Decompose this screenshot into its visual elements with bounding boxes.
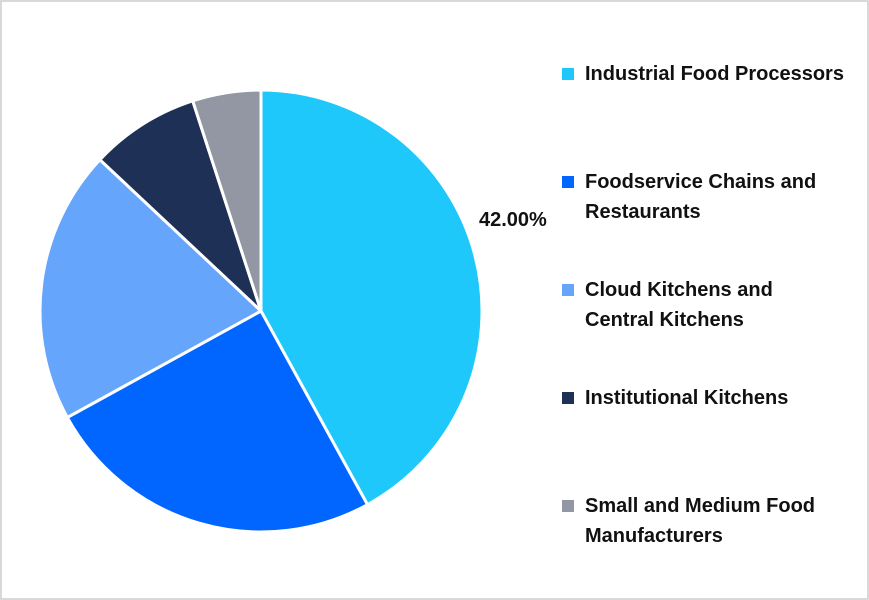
pie-slice-foodservice-chains-and-restaurants bbox=[65, 309, 369, 534]
legend-item-institutional-kitchens: Institutional Kitchens bbox=[562, 383, 862, 413]
legend-label: Cloud Kitchens and bbox=[585, 279, 773, 301]
legend-swatch-institutional-kitchens bbox=[562, 392, 574, 404]
legend-item-small-medium-manufacturers: Small and Medium Food Manufacturers bbox=[562, 491, 862, 551]
legend-item-cloud-kitchens: Cloud Kitchens and Central Kitchens bbox=[562, 275, 862, 335]
legend-label: Small and Medium Food bbox=[585, 495, 816, 517]
legend-swatch-cloud-kitchens bbox=[562, 284, 574, 296]
legend-label-line2: Central Kitchens bbox=[585, 309, 744, 331]
legend-label: Industrial Food Processors bbox=[585, 63, 844, 85]
legend-label: Institutional Kitchens bbox=[585, 387, 789, 409]
data-label-industrial-food-processors: 42.00% bbox=[479, 209, 547, 231]
legend-label-line2: Manufacturers bbox=[585, 525, 723, 547]
legend-label: Foodservice Chains and bbox=[585, 171, 817, 193]
legend-label-line2: Restaurants bbox=[585, 201, 701, 223]
legend-item-industrial-food-processors: Industrial Food Processors bbox=[562, 59, 862, 89]
legend-swatch-industrial-food-processors bbox=[562, 68, 574, 80]
legend-swatch-small-medium-manufacturers bbox=[562, 500, 574, 512]
legend-swatch-foodservice-chains bbox=[562, 176, 574, 188]
pie-slice-small-and-medium-food-manufacturers bbox=[191, 88, 263, 313]
pie-slice-industrial-food-processors bbox=[259, 88, 484, 507]
pie-slice-institutional-kitchens bbox=[98, 99, 263, 313]
pie-slice-cloud-kitchens-and-central-kitchens bbox=[38, 158, 263, 419]
legend-item-foodservice-chains: Foodservice Chains and Restaurants bbox=[562, 167, 862, 227]
